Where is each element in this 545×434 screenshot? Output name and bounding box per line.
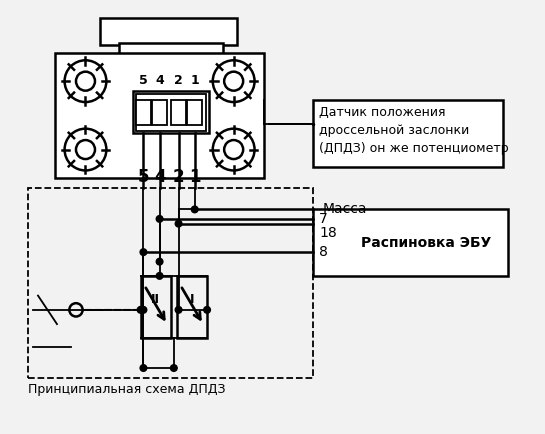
Bar: [133, 91, 209, 133]
Text: Принципиальная схема ДПДЗ: Принципиальная схема ДПДЗ: [28, 383, 226, 396]
Text: 1: 1: [189, 168, 201, 186]
Text: 8: 8: [319, 245, 328, 259]
Text: Распиновка ЭБУ: Распиновка ЭБУ: [361, 236, 492, 250]
Text: II: II: [152, 293, 160, 306]
Bar: [119, 43, 223, 56]
Text: 5: 5: [139, 74, 148, 87]
Bar: [313, 100, 504, 167]
Circle shape: [140, 306, 147, 313]
Circle shape: [140, 365, 147, 372]
Bar: [141, 276, 171, 338]
Bar: [100, 19, 238, 45]
Text: 5: 5: [138, 168, 149, 186]
Text: 7: 7: [319, 212, 328, 226]
Bar: [136, 100, 151, 125]
Circle shape: [156, 216, 163, 222]
Bar: [313, 209, 508, 276]
Circle shape: [156, 273, 163, 279]
Bar: [55, 53, 264, 178]
Circle shape: [175, 306, 182, 313]
Bar: [177, 276, 207, 338]
Circle shape: [137, 306, 144, 313]
Text: 4: 4: [154, 168, 165, 186]
Bar: [152, 100, 167, 125]
Bar: [187, 100, 202, 125]
Circle shape: [156, 258, 163, 265]
Circle shape: [204, 306, 210, 313]
Text: Масса: Масса: [323, 202, 367, 217]
Text: 1: 1: [190, 74, 199, 87]
Bar: [171, 100, 186, 125]
Bar: [136, 93, 206, 131]
Circle shape: [171, 365, 177, 372]
Text: I: I: [190, 293, 194, 306]
Circle shape: [191, 206, 198, 213]
Text: 2: 2: [174, 74, 183, 87]
Circle shape: [140, 249, 147, 256]
Text: 18: 18: [319, 226, 337, 240]
Text: 2: 2: [173, 168, 184, 186]
Circle shape: [175, 220, 182, 227]
Text: 4: 4: [155, 74, 164, 87]
Bar: [28, 187, 313, 378]
Text: Датчик положения
дроссельной заслонки
(ДПДЗ) он же потенциометр: Датчик положения дроссельной заслонки (Д…: [319, 106, 509, 155]
